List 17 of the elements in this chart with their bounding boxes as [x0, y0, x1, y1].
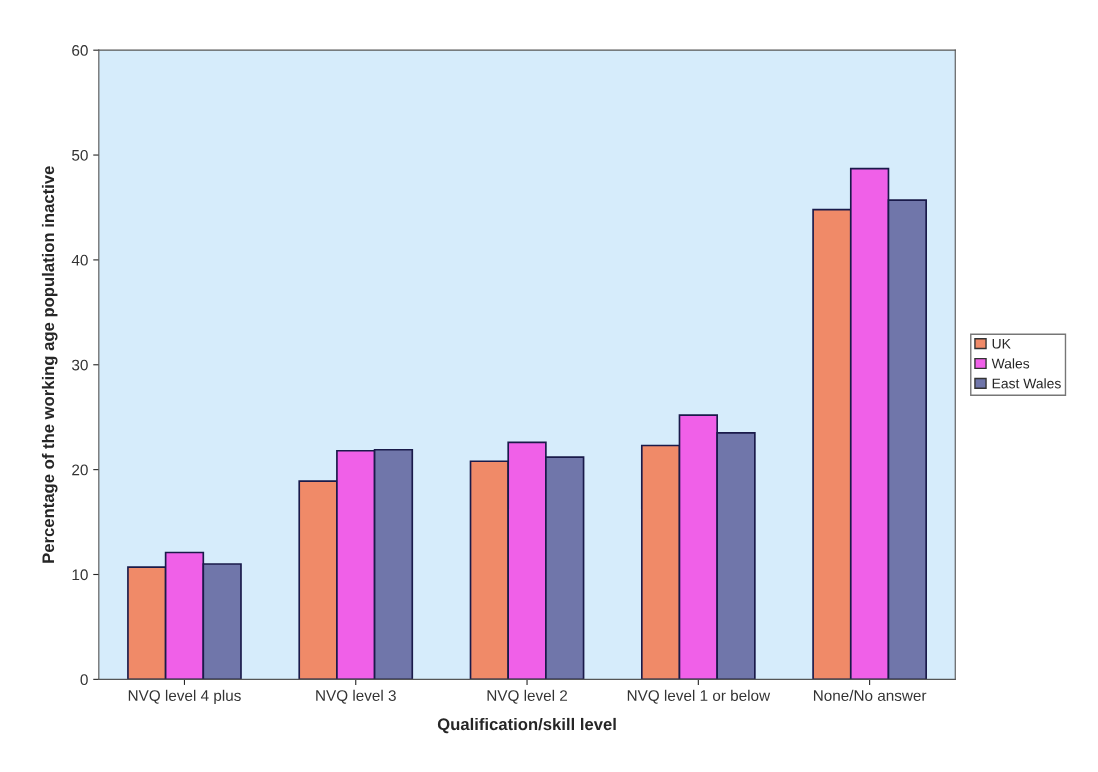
- x-tick-label: NVQ level 4 plus: [128, 689, 241, 705]
- y-tick-label: 60: [72, 45, 88, 56]
- y-tick-label: 0: [80, 674, 88, 686]
- legend-label: Wales: [991, 358, 1030, 369]
- y-axis-title: Percentage of the working age population inactive: [41, 166, 58, 563]
- x-tick-label: NVQ level 2: [487, 689, 568, 704]
- y-tick-label: 10: [72, 569, 88, 581]
- y-tick-label: 30: [71, 359, 88, 371]
- legend-label: East Wales: [992, 378, 1061, 389]
- x-tick-label: None/No answer: [813, 689, 927, 701]
- x-axis-title: Qualification/skill level: [437, 717, 616, 734]
- x-tick-label: NVQ level 1 or below: [627, 689, 771, 704]
- y-tick-label: 20: [72, 464, 88, 476]
- y-tick-label: 50: [72, 149, 88, 161]
- legend-label: UK: [992, 338, 1011, 349]
- x-tick-label: NVQ level 3: [316, 689, 396, 704]
- y-tick-label: 40: [71, 254, 88, 266]
